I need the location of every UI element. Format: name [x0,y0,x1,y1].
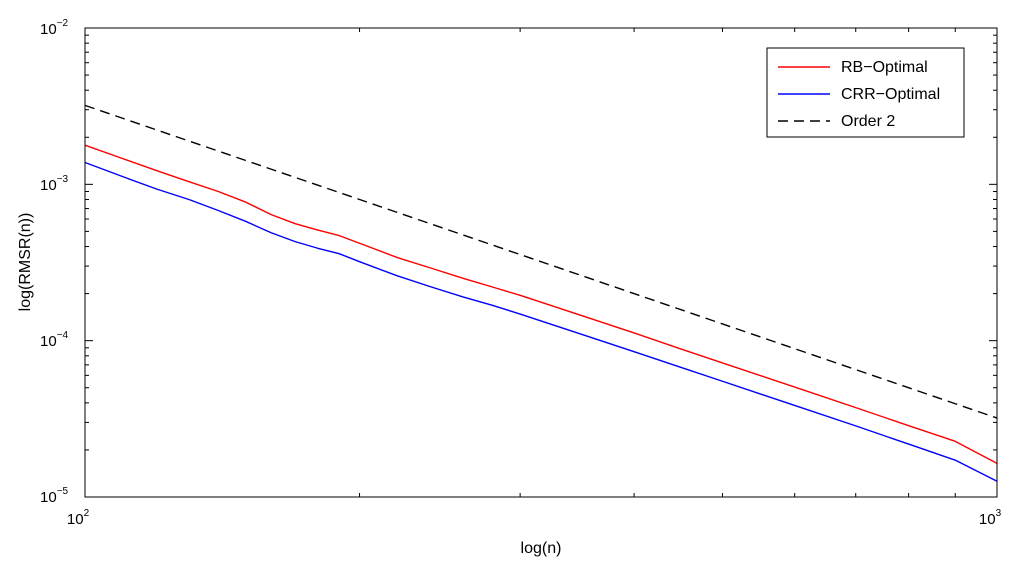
y-tick-labels: 10−5 10−4 10−3 10−2 [40,18,69,506]
legend-box [766,47,965,138]
y-tick-label: 10−3 [40,174,69,194]
y-tick-label: 10−4 [40,330,69,350]
y-tick-label: 10−2 [40,18,69,38]
y-tick-label: 10−5 [40,486,69,506]
legend-label-rb-optimal: RB−Optimal [841,59,928,76]
legend-label-crr-optimal: CRR−Optimal [841,86,940,103]
series-line-crr-optimal [84,161,998,482]
series-line-order-2 [84,104,998,419]
series-layer [84,104,998,482]
x-tick-label: 102 [67,508,90,528]
plot-frame [84,27,998,498]
y-axis-label: log(RMSR(n)) [17,213,34,312]
series-line-rb-optimal [84,144,998,465]
x-tick-labels: 102 103 [67,508,1002,528]
x-tick-label: 103 [979,508,1002,528]
minor-ticks [85,28,997,497]
legend-label-order-2: Order 2 [841,113,895,130]
legend: RB−Optimal CRR−Optimal Order 2 [766,47,965,138]
x-axis-label: log(n) [521,540,562,557]
